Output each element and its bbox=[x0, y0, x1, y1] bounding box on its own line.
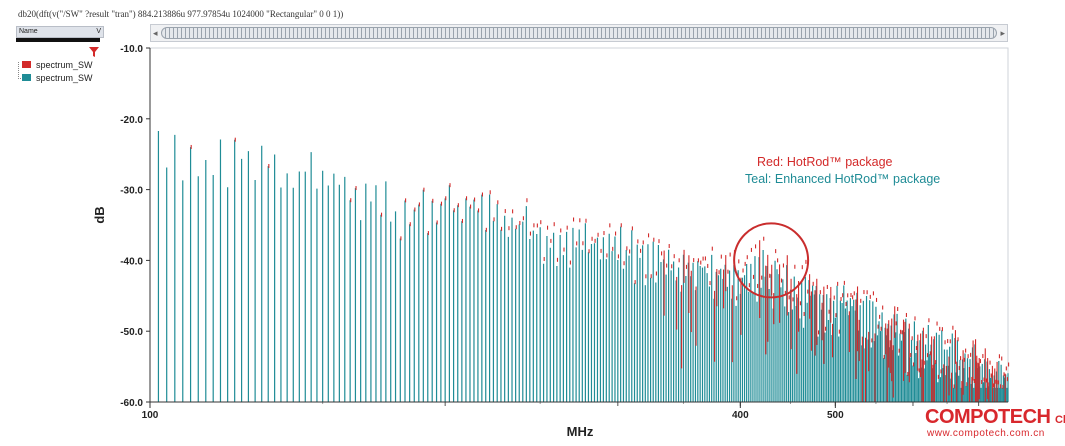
x-axis-label: MHz bbox=[567, 424, 594, 439]
y-tick-label: -60.0 bbox=[120, 398, 143, 409]
legend-item-red[interactable]: spectrum_SW bbox=[22, 58, 93, 71]
signal-list-separator bbox=[16, 38, 100, 42]
expression-text: db20(dft(v("/SW" ?result "tran") 884.213… bbox=[18, 9, 344, 19]
tree-connector bbox=[18, 62, 23, 79]
annotation-circle bbox=[733, 222, 810, 299]
y-tick-label: -40.0 bbox=[120, 256, 143, 267]
legend-item-teal[interactable]: spectrum_SW bbox=[22, 71, 93, 84]
red-series bbox=[190, 137, 1010, 402]
filter-icon[interactable] bbox=[88, 46, 100, 58]
y-tick-label: -50.0 bbox=[120, 327, 143, 338]
y-tick-label: -30.0 bbox=[120, 186, 143, 197]
y-tick-label: -20.0 bbox=[120, 115, 143, 126]
watermark-url: www.compotech.com.cn bbox=[927, 428, 1045, 439]
watermark-brand: COMPOTECH bbox=[925, 406, 1051, 428]
legend-swatch-red bbox=[22, 61, 31, 68]
x-tick-label: 100 bbox=[142, 410, 159, 421]
annotation-teal-label: Teal: Enhanced HotRod™ package bbox=[745, 172, 940, 186]
annotation-group bbox=[733, 222, 810, 299]
signal-list-header: Name V bbox=[16, 26, 104, 38]
legend-label: spectrum_SW bbox=[36, 72, 93, 83]
watermark-suffix: China bbox=[1054, 414, 1065, 426]
signal-legend: spectrum_SW spectrum_SW bbox=[22, 58, 93, 84]
watermark: COMPOTECH China www.compotech.com.cn bbox=[925, 406, 1065, 439]
scroll-left-icon[interactable]: ◂ bbox=[153, 28, 158, 38]
annotation-red-label: Red: HotRod™ package bbox=[757, 155, 893, 169]
value-column-header: V bbox=[96, 28, 101, 35]
x-tick-label: 500 bbox=[827, 410, 844, 421]
teal-series bbox=[157, 130, 1009, 402]
y-axis-label: dB bbox=[92, 206, 107, 223]
scroll-thumb[interactable] bbox=[161, 27, 997, 39]
name-column-header: Name bbox=[19, 28, 38, 35]
y-tick-label: -10.0 bbox=[120, 44, 143, 55]
legend-label: spectrum_SW bbox=[36, 59, 93, 70]
scroll-right-icon[interactable]: ▸ bbox=[1000, 28, 1005, 38]
legend-swatch-teal bbox=[22, 74, 31, 81]
horizontal-scrollbar[interactable]: ◂ ▸ bbox=[150, 24, 1008, 42]
x-tick-label: 400 bbox=[732, 410, 749, 421]
